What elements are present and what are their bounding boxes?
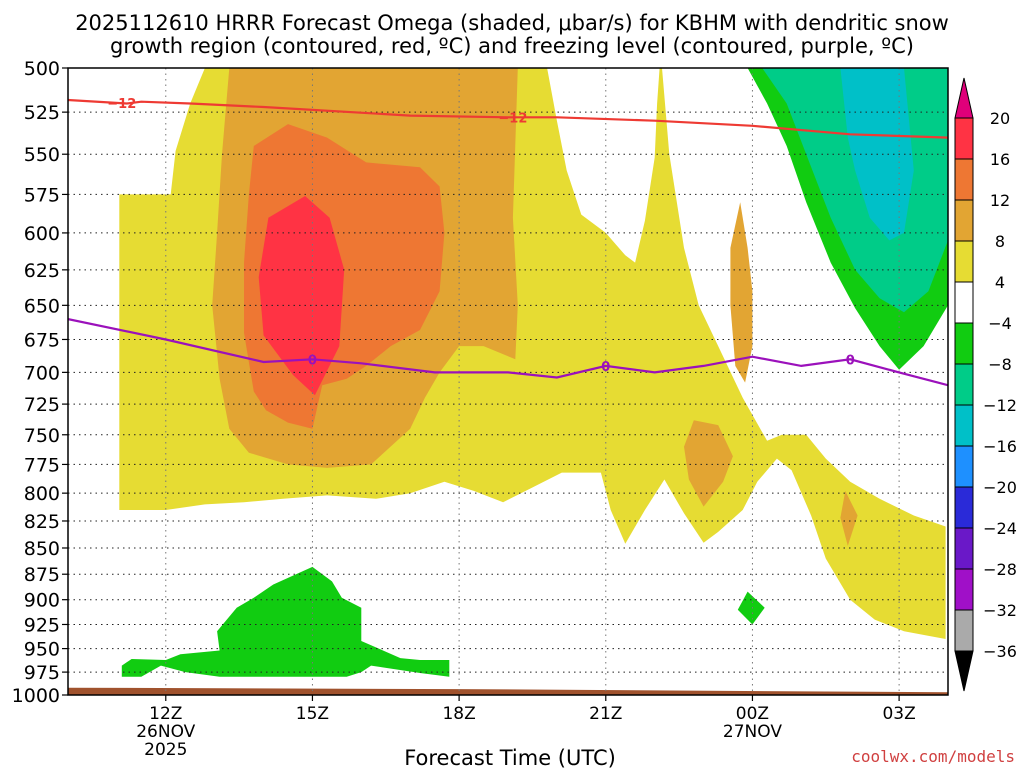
colorbar-band-6 (954, 363, 974, 406)
colorbar-under-arrow (954, 650, 974, 692)
colorbar-band-5 (954, 322, 974, 365)
shaded-region-omega-16-20 (258, 196, 345, 396)
terrain-layer (68, 687, 948, 695)
x-tick-label-03Z: 03Z (882, 704, 915, 724)
plot-frame (67, 67, 949, 696)
y-tick-label-625: 625 (24, 260, 60, 282)
colorbar-label-1: 16 (990, 150, 1010, 169)
dgz-minus12-label-1: −12 (498, 111, 527, 126)
contour-lines: −12 −12 0 0 0 (68, 97, 948, 387)
y-tick-label-900: 900 (24, 590, 60, 612)
y-tick-label-975: 975 (24, 662, 60, 684)
colorbar-band-2 (954, 199, 974, 242)
x-tick-label-15Z: 15Z (296, 704, 329, 724)
y-tick-label-950: 950 (24, 639, 60, 661)
x-tick-label-12Z: 12Z (149, 704, 182, 724)
colorbar-band-4 (954, 281, 974, 324)
freezing-level-line (68, 318, 948, 387)
y-tick-label-500: 500 (24, 58, 60, 80)
y-tick-label-700: 700 (24, 362, 60, 384)
colorbar-label-0: 20 (990, 109, 1010, 128)
colorbar-band-1 (954, 158, 974, 201)
freezing-level-label-0: 0 (308, 353, 317, 368)
y-tick-label-525: 525 (24, 102, 60, 124)
y-tick-label-750: 750 (24, 425, 60, 447)
colorbar-label-12: −32 (983, 601, 1017, 620)
colorbar-label-2: 12 (990, 191, 1010, 210)
dgz-minus12-line (68, 98, 948, 139)
colorbar-label-13: −36 (983, 642, 1017, 661)
colorbar-label-8: −16 (983, 437, 1017, 456)
colorbar-band-0 (954, 117, 974, 160)
colorbar-band-7 (954, 404, 974, 447)
y-tick-label-875: 875 (24, 564, 60, 586)
shaded-region-omega-8-12-low (684, 420, 733, 507)
y-tick-label-550: 550 (24, 144, 60, 166)
colorbar-label-3: 8 (995, 232, 1005, 251)
chart-title-line2: growth region (contoured, red, ºC) and f… (110, 34, 914, 58)
credit-text: coolwx.com/models (851, 747, 1015, 766)
y-tick-label-850: 850 (24, 538, 60, 560)
shaded-region-omega-8-12-center (730, 202, 753, 383)
x-year-label-12Z: 2025 (144, 740, 187, 760)
y-tick-label-600: 600 (24, 223, 60, 245)
colorbar-label-7: −12 (983, 396, 1017, 415)
colorbar-label-10: −24 (983, 519, 1017, 538)
freezing-level-label-1: 0 (601, 360, 610, 375)
y-tick-label-800: 800 (24, 483, 60, 505)
y-tick-label-575: 575 (24, 184, 60, 206)
terrain-ground (68, 687, 948, 695)
y-axis: 500 525 550 575 600 625 650 675 700 725 750 775 800 8… (12, 58, 68, 707)
gridlines (68, 68, 948, 695)
y-tick-label-825: 825 (24, 511, 60, 533)
colorbar-band-9 (954, 486, 974, 529)
y-tick-label-725: 725 (24, 394, 60, 416)
colorbar-band-11 (954, 568, 974, 611)
colorbar-label-9: −20 (983, 478, 1017, 497)
colorbar-band-12 (954, 609, 974, 652)
y-tick-label-1000: 1000 (12, 685, 60, 707)
y-tick-label-675: 675 (24, 329, 60, 351)
colorbar: 20 16 12 8 4 −4 −8 −12 −16 −20 −24 −28 −32 −36 (954, 77, 1017, 692)
x-tick-label-21Z: 21Z (589, 704, 622, 724)
colorbar-band-8 (954, 445, 974, 488)
colorbar-label-4: 4 (995, 273, 1005, 292)
x-tick-label-18Z: 18Z (442, 704, 475, 724)
freezing-level-label-2: 0 (846, 353, 855, 368)
x-tick-label-00Z: 00Z (736, 704, 769, 724)
dgz-minus12-label-0: −12 (107, 97, 136, 112)
y-tick-label-925: 925 (24, 614, 60, 636)
colorbar-label-5: −4 (988, 314, 1012, 333)
colorbar-label-11: −28 (983, 560, 1017, 579)
chart-title-line1: 2025112610 HRRR Forecast Omega (shaded, … (75, 11, 949, 35)
colorbar-band-10 (954, 527, 974, 570)
colorbar-over-arrow (954, 77, 974, 119)
x-date-label-00Z: 27NOV (723, 722, 782, 742)
x-axis-label: Forecast Time (UTC) (404, 746, 616, 768)
omega-shading (119, 68, 948, 677)
y-tick-label-650: 650 (24, 295, 60, 317)
x-date-label-12Z: 26NOV (136, 722, 195, 742)
shaded-region-omega-8-12-right (840, 490, 858, 546)
colorbar-label-6: −8 (988, 355, 1012, 374)
shaded-region-omega-neg4-8-lower (121, 566, 450, 677)
y-tick-label-775: 775 (24, 454, 60, 476)
colorbar-band-3 (954, 240, 974, 283)
